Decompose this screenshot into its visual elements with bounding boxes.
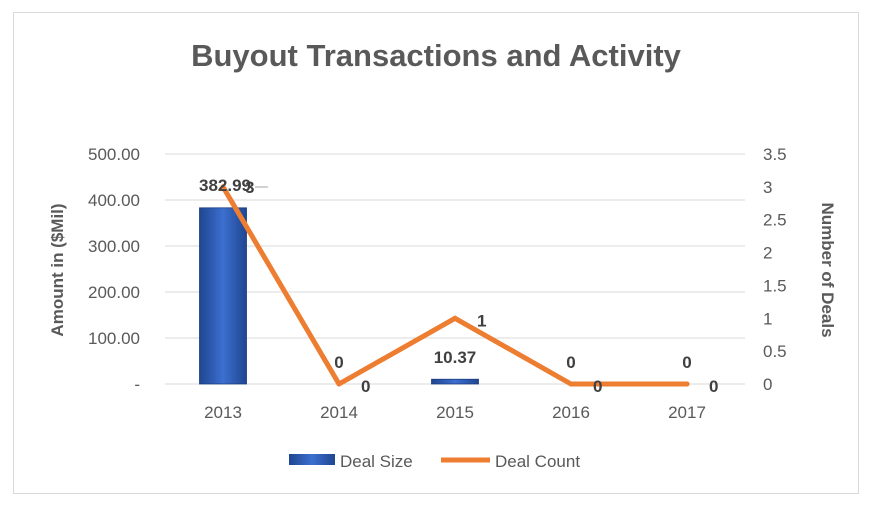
y2-tick-label: 1.5: [763, 276, 787, 295]
x-tick-label: 2015: [436, 403, 474, 422]
chart-area: [13, 12, 859, 494]
y-tick-label: 500.00: [88, 145, 140, 164]
y2-tick-label: 3.5: [763, 145, 787, 164]
y2-tick-label: 0: [763, 375, 772, 394]
y-axis-title: Amount in ($Mil): [48, 203, 67, 336]
legend-label-deal-size: Deal Size: [340, 452, 413, 471]
data-label-deal-size: 0: [566, 353, 575, 372]
y2-tick-label: 1: [763, 309, 772, 328]
y2-tick-label: 3: [763, 178, 772, 197]
data-label-deal-size: 0: [682, 353, 691, 372]
bar-deal-size: [431, 378, 479, 385]
point-deal-count: [220, 184, 226, 190]
y-tick-label: 200.00: [88, 283, 140, 302]
x-tick-label: 2013: [204, 403, 242, 422]
legend-label-deal-count: Deal Count: [495, 452, 580, 471]
point-deal-count: [568, 381, 574, 387]
y-tick-label: 100.00: [88, 329, 140, 348]
data-label-deal-count: 0: [593, 377, 602, 396]
axis-tick-labels: - 100.00 200.00 300.00 400.00 500.00 0 0.5 1 1.5 2…: [88, 145, 787, 422]
data-label-deal-count: 1: [477, 311, 486, 330]
y2-tick-label: 2: [763, 244, 772, 263]
bar-deal-size: [199, 207, 247, 385]
y-tick-label: 400.00: [88, 191, 140, 210]
deal-count-line: [220, 184, 690, 387]
y2-axis-title: Number of Deals: [818, 202, 837, 337]
point-deal-count: [452, 315, 458, 321]
y-tick-label: -: [134, 375, 140, 394]
data-label-deal-size: 0: [334, 353, 343, 372]
x-tick-label: 2016: [552, 403, 590, 422]
point-deal-count: [684, 381, 690, 387]
y2-tick-label: 0.5: [763, 342, 787, 361]
point-deal-count: [336, 381, 342, 387]
data-label-deal-size: 10.37: [434, 348, 477, 367]
x-tick-label: 2014: [320, 403, 358, 422]
deal-size-bars: [199, 207, 479, 385]
data-label-deal-count: 3: [245, 178, 254, 197]
chart-title: Buyout Transactions and Activity: [191, 38, 682, 73]
data-label-deal-count: 0: [709, 377, 718, 396]
x-tick-label: 2017: [668, 403, 706, 422]
y2-tick-label: 2.5: [763, 211, 787, 230]
y-tick-label: 300.00: [88, 237, 140, 256]
legend-swatch-deal-size: [289, 454, 335, 465]
data-label-deal-size: 382.99: [199, 176, 251, 195]
legend: Deal Size Deal Count: [289, 452, 580, 471]
data-label-deal-count: 0: [361, 377, 370, 396]
